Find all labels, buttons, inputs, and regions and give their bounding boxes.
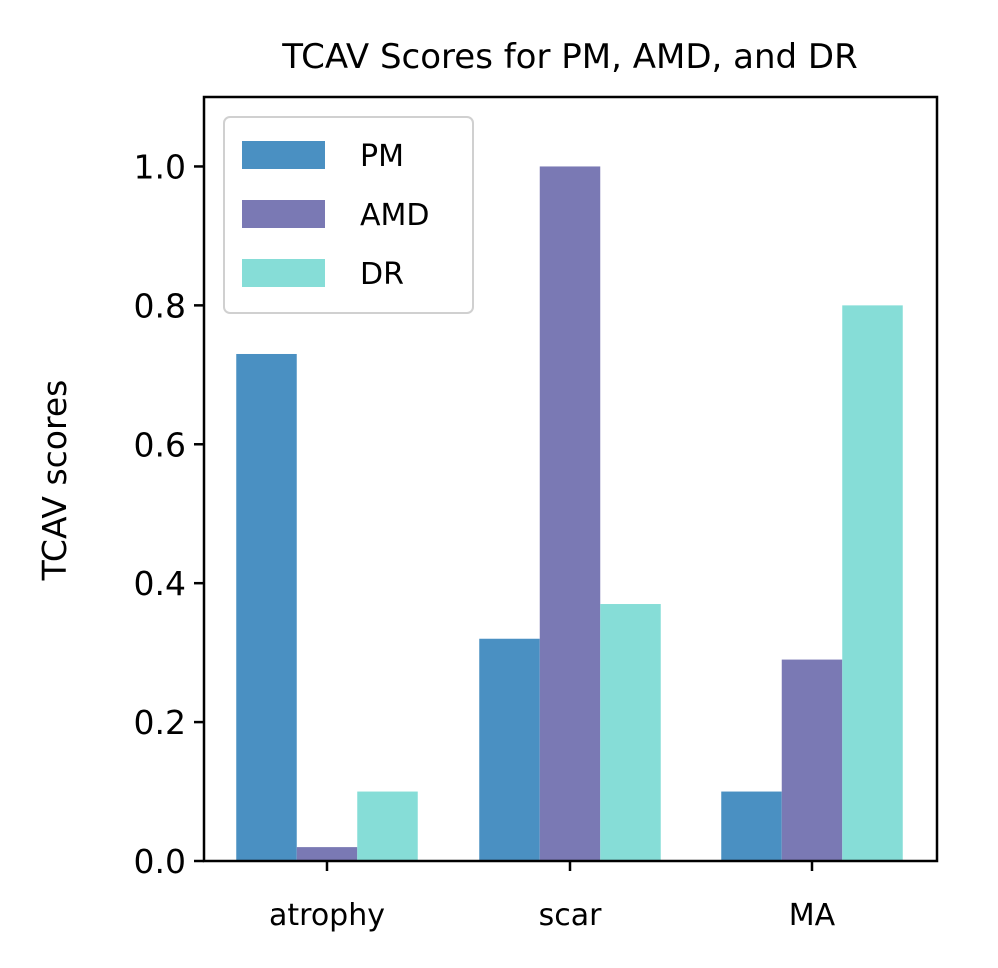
bar-pm-atrophy (236, 353, 297, 861)
bars-layer (236, 166, 903, 862)
axes-layer: 0.0 0.2 0.4 0.6 0.8 1.0 atrophy scar MA (134, 95, 939, 933)
legend-swatch-amd (242, 200, 325, 228)
y-tick-label: 0.4 (134, 564, 186, 603)
y-tick-label: 0.0 (134, 842, 186, 881)
y-tick-label: 0.8 (134, 286, 186, 325)
legend-label-dr: DR (360, 257, 404, 292)
bar-dr-scar (600, 604, 661, 861)
bar-dr-ma (842, 305, 903, 861)
bar-pm-scar (479, 638, 540, 861)
chart-title: TCAV Scores for PM, AMD, and DR (281, 37, 857, 77)
legend-label-pm: PM (360, 139, 404, 174)
y-tick-label: 0.2 (134, 703, 186, 742)
bar-dr-atrophy (357, 791, 418, 861)
y-tick-label: 0.6 (134, 425, 186, 464)
bar-amd-scar (539, 166, 601, 862)
y-tick-label: 1.0 (134, 147, 186, 186)
x-tick-label-ma: MA (789, 898, 836, 933)
legend-label-amd: AMD (360, 198, 430, 233)
legend-swatch-pm (242, 141, 325, 169)
legend-swatch-dr (242, 259, 325, 287)
x-tick-label-scar: scar (539, 898, 603, 933)
legend: PM AMD DR (223, 116, 474, 314)
bar-amd-ma (781, 659, 843, 861)
y-axis-label: TCAV scores (35, 380, 74, 582)
bar-amd-atrophy (296, 847, 358, 861)
x-tick-label-atrophy: atrophy (269, 898, 385, 933)
bar-pm-ma (721, 791, 782, 861)
